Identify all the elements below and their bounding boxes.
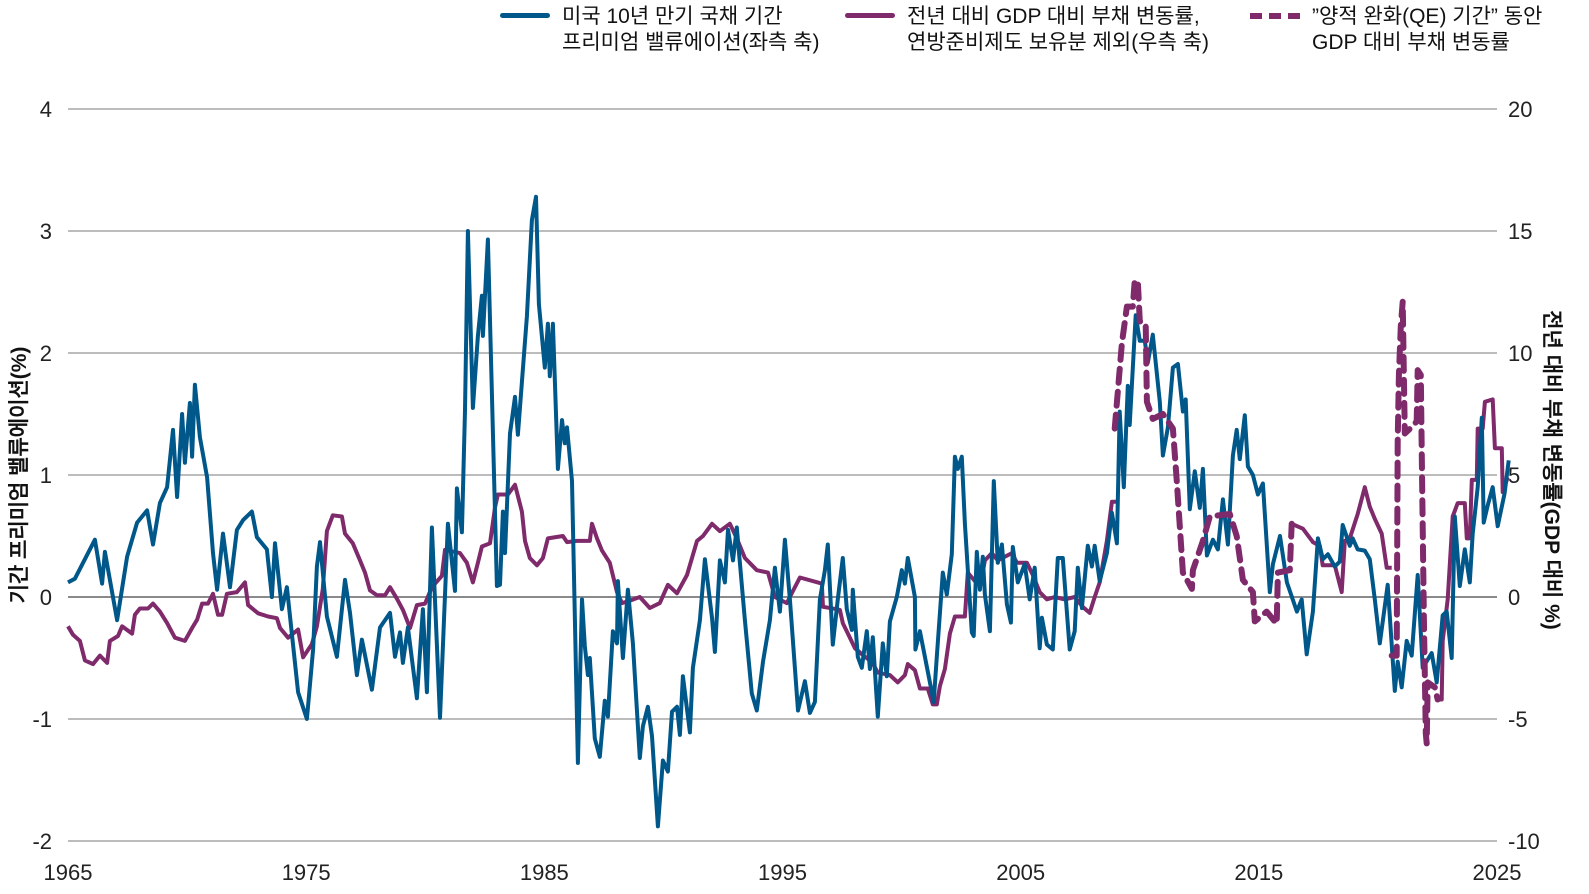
y-tick-label-right: -10 [1508,829,1540,854]
y-tick-label-left: 3 [40,219,52,244]
legend-swatch-dashed-purple [1250,13,1300,19]
x-tick-label: 1975 [282,860,331,885]
y-tick-label-right: 5 [1508,463,1520,488]
y-tick-label-right: -5 [1508,707,1528,732]
y-tick-label-right: 15 [1508,219,1532,244]
x-tick-label: 1965 [44,860,93,885]
gridlines [68,108,1497,842]
y-tick-label-left: -2 [32,829,52,854]
y-axis-title-left: 기간 프리미엄 밸류에이션(%) [8,347,31,604]
legend-swatch-solid-blue [500,13,550,18]
legend-label-line2: GDP 대비 부채 변동률 [1312,31,1510,54]
legend-label-line1: 미국 10년 만기 국채 기간 [562,5,783,28]
qe-debt-change-dashed-line-segment-2 [1388,298,1441,747]
term-premium-line-segment-1 [67,194,1511,829]
y-tick-label-left: -1 [32,707,52,732]
legend-swatch-solid-purple [845,13,895,18]
series-lines [66,194,1511,829]
y-axis-title-right: 전년 대비 부채 변동률(GDP 대비 %) [1540,310,1563,629]
y-tick-label-left: 4 [40,97,52,122]
x-tick-label: 2015 [1234,860,1283,885]
y-tick-label-left: 2 [40,341,52,366]
legend-label-line2: 연방준비제도 보유분 제외(우측 축) [907,31,1209,54]
y-tick-label-left: 0 [40,585,52,610]
x-tick-label: 1985 [520,860,569,885]
debt-change-line-segment-3 [1437,397,1510,702]
y-tick-label-right: 10 [1508,341,1532,366]
legend-label-line1: 전년 대비 GDP 대비 부채 변동률, [907,5,1200,28]
y-tick-label-left: 1 [40,463,52,488]
debt-change-line-segment-1 [66,482,1117,707]
y-tick-label-right: 0 [1508,585,1520,610]
x-tick-label: 2025 [1473,860,1522,885]
x-tick-label: 1995 [758,860,807,885]
y-tick-label-right: 20 [1508,97,1532,122]
legend-label-line2: 프리미엄 밸류에이션(좌측 축) [562,31,820,54]
legend-label-line1: ”양적 완화(QE) 기간” 동안 [1312,5,1543,28]
qe-debt-change-dashed-line-segment-1 [1111,278,1295,627]
x-tick-label: 2005 [996,860,1045,885]
